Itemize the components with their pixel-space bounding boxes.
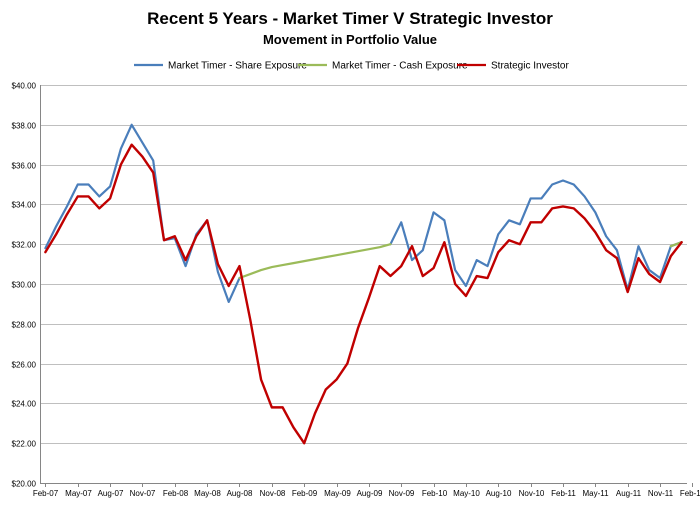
y-tick-label: $20.00 (12, 480, 37, 489)
x-tick-label: May-10 (453, 489, 480, 498)
x-tick-label: May-08 (194, 489, 221, 498)
y-tick-label: $22.00 (12, 440, 37, 449)
legend-item-strategic-investor: Strategic Investor (457, 61, 569, 72)
x-tick-label: Feb-09 (292, 489, 318, 498)
y-tick-label: $40.00 (12, 82, 37, 91)
x-tick-label: Nov-10 (519, 489, 545, 498)
x-tick-label: Aug-09 (357, 489, 383, 498)
series-line-strategic-investor (44, 143, 683, 445)
chart-title: Recent 5 Years - Market Timer V Strategi… (147, 9, 553, 28)
chart-subtitle: Movement in Portfolio Value (263, 32, 437, 47)
x-tick-label: Feb-08 (163, 489, 189, 498)
legend-item-cash-exposure: Market Timer - Cash Exposure (298, 61, 468, 72)
x-tick-label: May-11 (582, 489, 609, 498)
x-tick-label: Nov-07 (130, 489, 156, 498)
y-tick-label: $28.00 (12, 321, 37, 330)
y-tick-label: $34.00 (12, 201, 37, 210)
x-tick-label: Aug-07 (98, 489, 124, 498)
legend-label-strategic-investor: Strategic Investor (491, 61, 569, 72)
x-tick-label: Aug-08 (227, 489, 253, 498)
y-tick-label: $26.00 (12, 361, 37, 370)
x-tick-label: Nov-11 (648, 489, 674, 498)
legend-label-cash-exposure: Market Timer - Cash Exposure (332, 61, 468, 72)
legend-label-share-exposure: Market Timer - Share Exposure (168, 61, 307, 72)
x-tick-label: Aug-10 (486, 489, 512, 498)
y-tick-label: $36.00 (12, 162, 37, 171)
x-tick-label: Feb-12 (680, 489, 700, 498)
gridlines (40, 85, 687, 484)
x-tick-label: Feb-11 (551, 489, 576, 498)
y-tick-label: $30.00 (12, 281, 37, 290)
x-tick-label: May-09 (324, 489, 351, 498)
y-tick-label: $32.00 (12, 241, 37, 250)
legend-item-share-exposure: Market Timer - Share Exposure (134, 61, 307, 72)
x-tick-label: Feb-07 (33, 489, 59, 498)
legend: Market Timer - Share Exposure Market Tim… (134, 61, 569, 72)
series-lines (44, 123, 683, 445)
y-axis: $20.00 $22.00 $24.00 $26.00 $28.00 $30.00 $32.… (12, 82, 41, 489)
y-tick-label: $24.00 (12, 400, 37, 409)
x-tick-label: Nov-08 (260, 489, 286, 498)
y-tick-label: $38.00 (12, 122, 37, 131)
x-tick-label: Nov-09 (389, 489, 415, 498)
x-tick-label: May-07 (65, 489, 92, 498)
x-axis: Feb-07 May-07 Aug-07 Nov-07 Feb-08 May-08 Aug-… (33, 483, 700, 498)
x-tick-label: Aug-11 (616, 489, 642, 498)
x-tick-label: Feb-10 (422, 489, 448, 498)
